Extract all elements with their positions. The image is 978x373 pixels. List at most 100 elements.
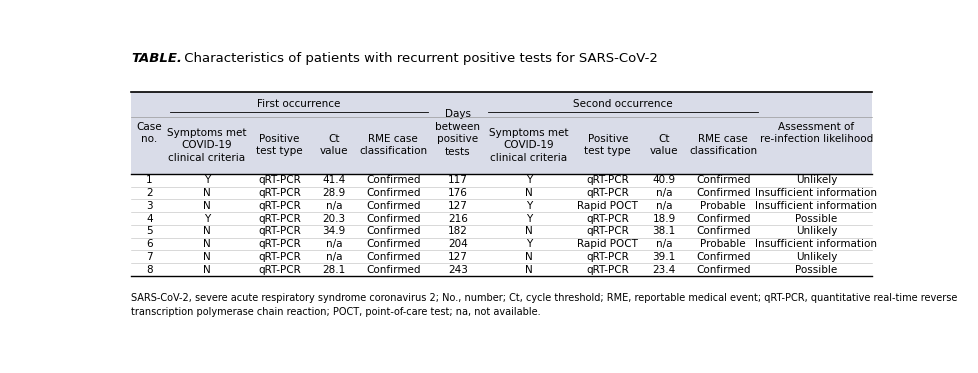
Text: Unlikely: Unlikely	[795, 252, 836, 262]
Text: Y: Y	[525, 175, 531, 185]
Text: SARS-CoV-2, severe acute respiratory syndrome coronavirus 2; No., number; Ct, cy: SARS-CoV-2, severe acute respiratory syn…	[131, 293, 956, 317]
Text: Unlikely: Unlikely	[795, 175, 836, 185]
Text: 182: 182	[447, 226, 467, 236]
Text: Y: Y	[525, 239, 531, 249]
Text: Confirmed: Confirmed	[366, 264, 420, 275]
Text: Rapid POCT: Rapid POCT	[577, 239, 638, 249]
Text: Confirmed: Confirmed	[366, 226, 420, 236]
Text: Probable: Probable	[699, 239, 745, 249]
Text: 176: 176	[447, 188, 467, 198]
Text: 1: 1	[146, 175, 153, 185]
Text: qRT-PCR: qRT-PCR	[258, 175, 300, 185]
Text: 39.1: 39.1	[652, 252, 675, 262]
Text: qRT-PCR: qRT-PCR	[258, 239, 300, 249]
Text: Symptoms met
COVID-19
clinical criteria: Symptoms met COVID-19 clinical criteria	[167, 128, 246, 163]
Text: Confirmed: Confirmed	[695, 175, 750, 185]
Text: 20.3: 20.3	[322, 214, 345, 223]
Text: 38.1: 38.1	[652, 226, 675, 236]
Text: 34.9: 34.9	[322, 226, 345, 236]
Text: Y: Y	[203, 175, 209, 185]
Text: Y: Y	[525, 214, 531, 223]
Text: RME case
classification: RME case classification	[689, 134, 757, 157]
Text: 18.9: 18.9	[652, 214, 675, 223]
Text: First occurrence: First occurrence	[257, 99, 340, 109]
Text: Confirmed: Confirmed	[695, 264, 750, 275]
Text: Confirmed: Confirmed	[366, 252, 420, 262]
Text: 3: 3	[146, 201, 153, 211]
Text: Assessment of
re-infection likelihood: Assessment of re-infection likelihood	[759, 122, 872, 144]
Text: TABLE.: TABLE.	[131, 52, 182, 65]
Text: 28.9: 28.9	[322, 188, 345, 198]
Text: 2: 2	[146, 188, 153, 198]
Text: 243: 243	[447, 264, 467, 275]
Text: Unlikely: Unlikely	[795, 226, 836, 236]
Text: N: N	[524, 264, 532, 275]
Text: Rapid POCT: Rapid POCT	[577, 201, 638, 211]
Text: n/a: n/a	[655, 201, 672, 211]
Bar	[131, 174, 871, 276]
Text: Confirmed: Confirmed	[366, 175, 420, 185]
Text: N: N	[202, 201, 210, 211]
Text: Positive
test type: Positive test type	[256, 134, 302, 157]
Text: n/a: n/a	[326, 252, 342, 262]
Text: qRT-PCR: qRT-PCR	[586, 175, 629, 185]
Text: 127: 127	[447, 252, 467, 262]
Text: RME case
classification: RME case classification	[359, 134, 426, 157]
Text: Insufficient information: Insufficient information	[755, 201, 876, 211]
Text: Confirmed: Confirmed	[366, 239, 420, 249]
Text: Confirmed: Confirmed	[695, 252, 750, 262]
Text: Characteristics of patients with recurrent positive tests for SARS-CoV-2: Characteristics of patients with recurre…	[180, 52, 657, 65]
Text: Y: Y	[203, 214, 209, 223]
Text: Symptoms met
COVID-19
clinical criteria: Symptoms met COVID-19 clinical criteria	[488, 128, 568, 163]
Text: 41.4: 41.4	[322, 175, 345, 185]
Text: Confirmed: Confirmed	[695, 188, 750, 198]
Text: qRT-PCR: qRT-PCR	[586, 264, 629, 275]
Text: 204: 204	[447, 239, 467, 249]
Text: qRT-PCR: qRT-PCR	[258, 201, 300, 211]
Text: 7: 7	[146, 252, 153, 262]
Text: n/a: n/a	[326, 201, 342, 211]
Text: n/a: n/a	[655, 239, 672, 249]
Text: Possible: Possible	[794, 264, 837, 275]
Text: Second occurrence: Second occurrence	[572, 99, 672, 109]
Text: 28.1: 28.1	[322, 264, 345, 275]
Text: N: N	[202, 239, 210, 249]
Text: N: N	[524, 252, 532, 262]
Text: qRT-PCR: qRT-PCR	[258, 264, 300, 275]
Text: qRT-PCR: qRT-PCR	[586, 214, 629, 223]
Text: Case
no.: Case no.	[137, 122, 162, 144]
Text: qRT-PCR: qRT-PCR	[258, 226, 300, 236]
Text: Confirmed: Confirmed	[695, 214, 750, 223]
Text: qRT-PCR: qRT-PCR	[586, 226, 629, 236]
Text: qRT-PCR: qRT-PCR	[586, 188, 629, 198]
Text: Confirmed: Confirmed	[366, 188, 420, 198]
Text: Ct
value: Ct value	[649, 134, 678, 157]
Text: N: N	[524, 226, 532, 236]
Text: 117: 117	[447, 175, 467, 185]
Text: Days
between
positive
tests: Days between positive tests	[435, 110, 480, 157]
Text: 5: 5	[146, 226, 153, 236]
Text: qRT-PCR: qRT-PCR	[258, 214, 300, 223]
Bar	[131, 92, 871, 174]
Text: n/a: n/a	[655, 188, 672, 198]
Text: 8: 8	[146, 264, 153, 275]
Text: qRT-PCR: qRT-PCR	[258, 188, 300, 198]
Text: N: N	[202, 188, 210, 198]
Text: Ct
value: Ct value	[320, 134, 348, 157]
Text: qRT-PCR: qRT-PCR	[586, 252, 629, 262]
Text: Possible: Possible	[794, 214, 837, 223]
Text: 216: 216	[447, 214, 467, 223]
Text: N: N	[202, 226, 210, 236]
Text: qRT-PCR: qRT-PCR	[258, 252, 300, 262]
Text: Confirmed: Confirmed	[366, 201, 420, 211]
Text: Insufficient information: Insufficient information	[755, 239, 876, 249]
Text: N: N	[524, 188, 532, 198]
Text: Insufficient information: Insufficient information	[755, 188, 876, 198]
Text: Confirmed: Confirmed	[366, 214, 420, 223]
Text: N: N	[202, 252, 210, 262]
Text: Confirmed: Confirmed	[695, 226, 750, 236]
Text: Probable: Probable	[699, 201, 745, 211]
Text: 127: 127	[447, 201, 467, 211]
Text: n/a: n/a	[326, 239, 342, 249]
Text: 6: 6	[146, 239, 153, 249]
